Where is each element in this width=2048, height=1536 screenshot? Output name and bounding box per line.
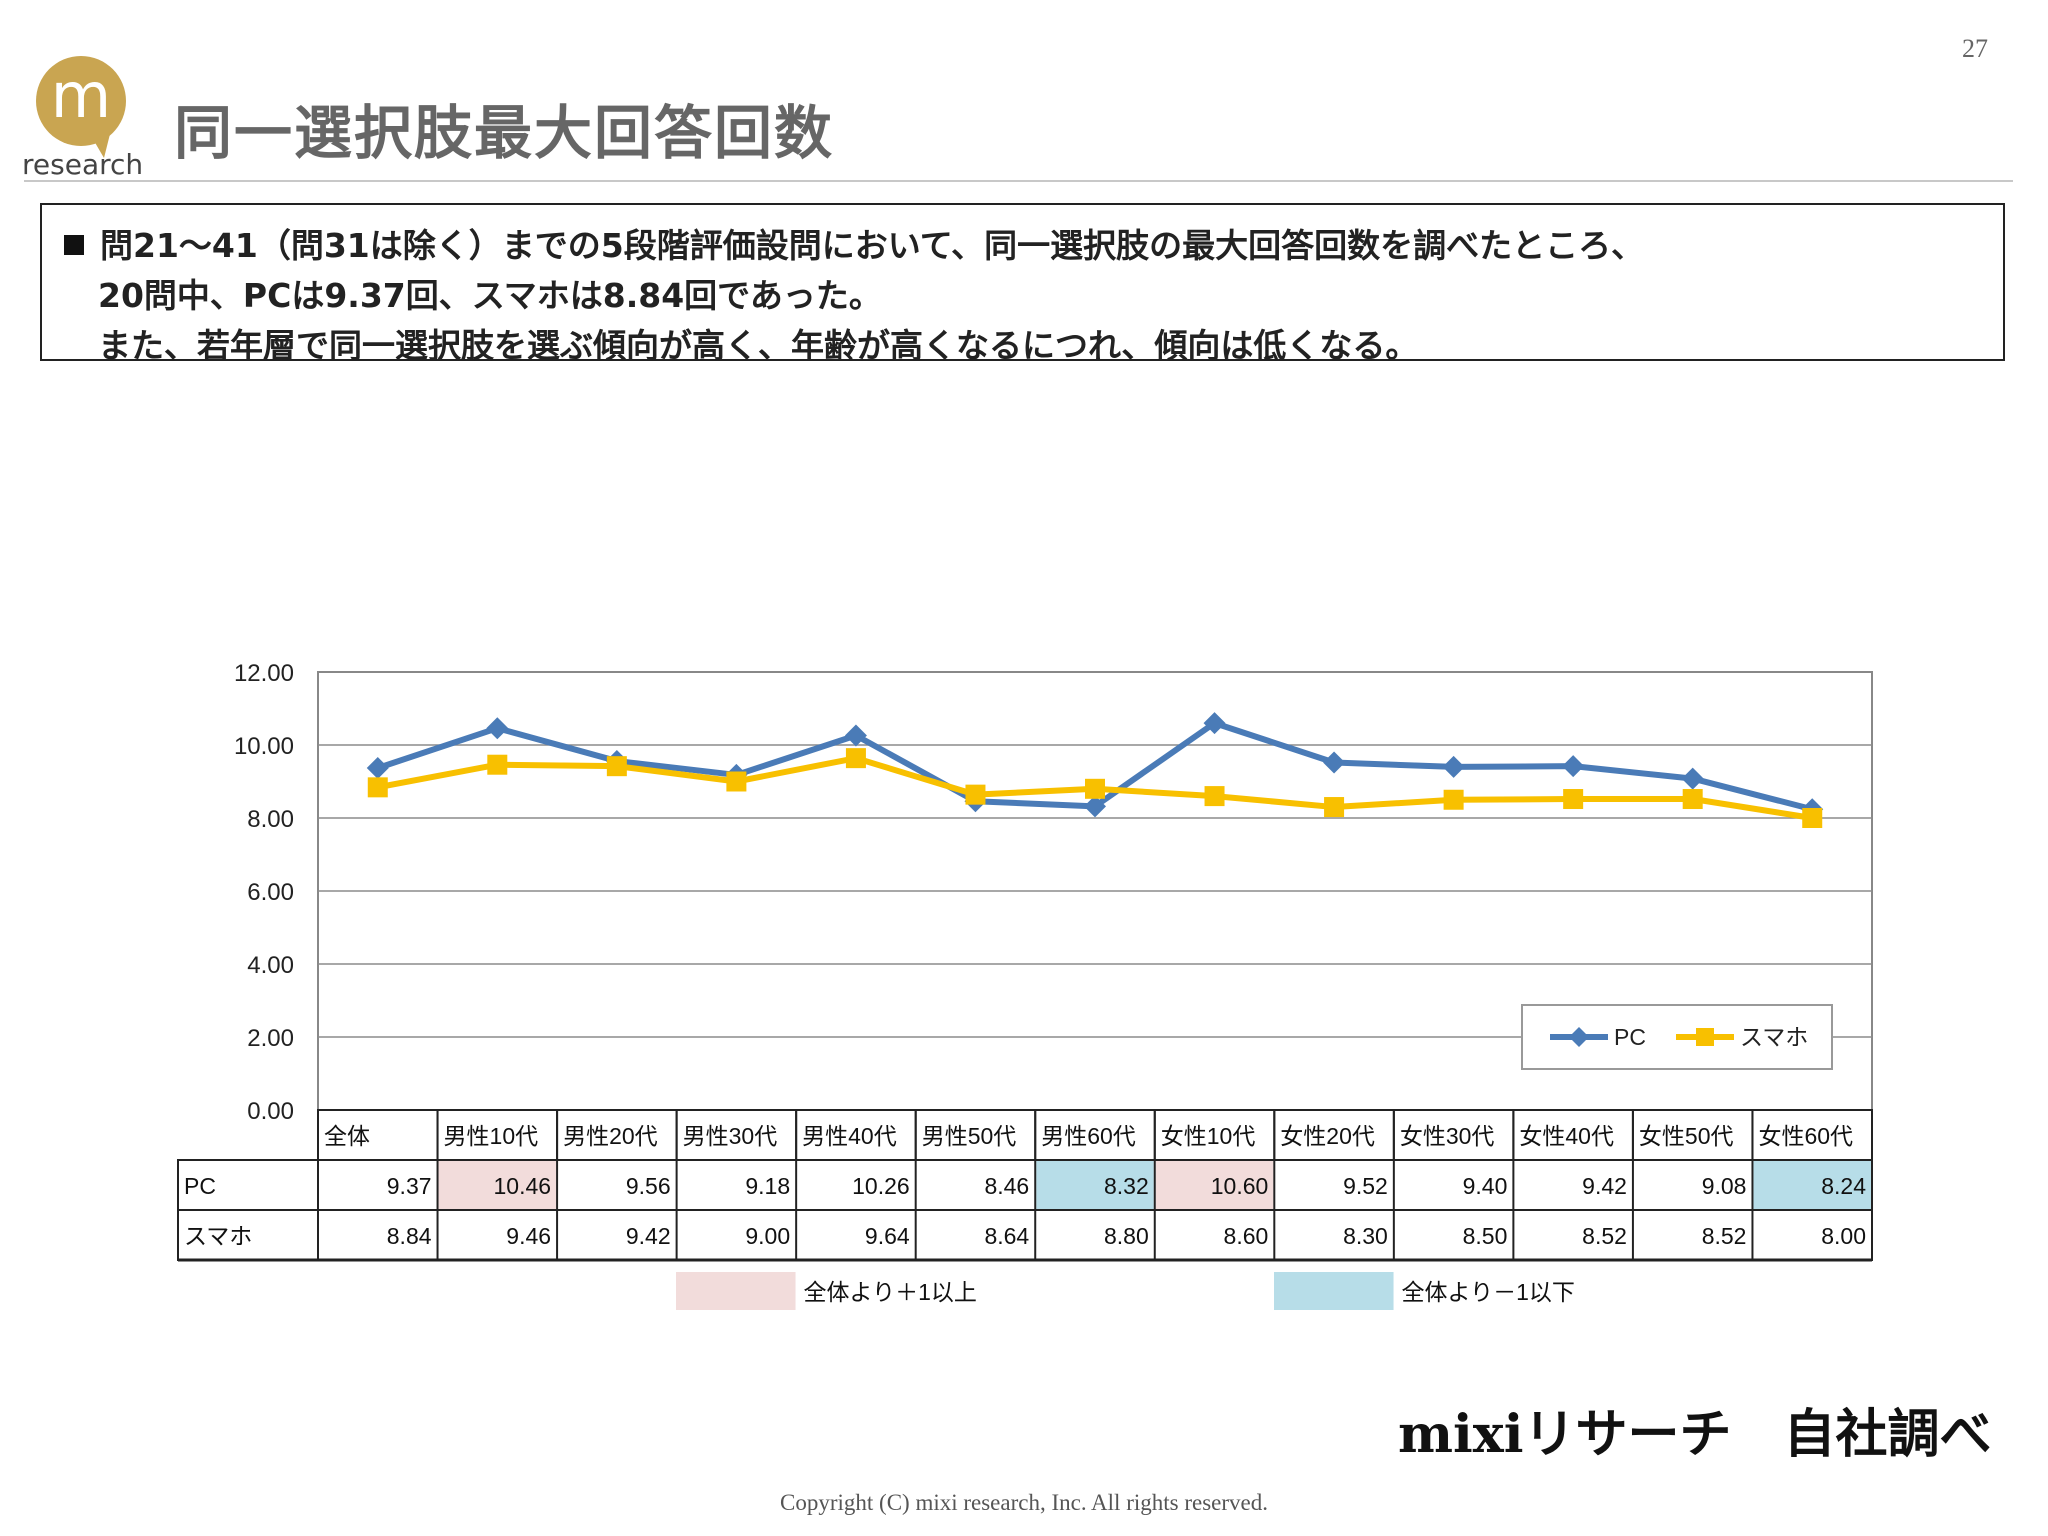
data-point-2 xyxy=(487,754,508,775)
table-value: 9.08 xyxy=(1702,1173,1747,1199)
table-value: 8.64 xyxy=(984,1223,1029,1249)
table-value: 10.26 xyxy=(852,1173,910,1199)
y-tick-label: 12.00 xyxy=(234,660,294,687)
category-label: 女性30代 xyxy=(1400,1123,1495,1149)
table-value: 10.60 xyxy=(1211,1173,1269,1199)
logo-badge: m xyxy=(36,56,126,146)
data-point-1 xyxy=(1203,712,1226,735)
table-value: 8.32 xyxy=(1104,1173,1149,1199)
table-value: 8.30 xyxy=(1343,1223,1388,1249)
category-label: 男性30代 xyxy=(683,1123,778,1149)
data-point-1 xyxy=(366,756,389,779)
data-point-2 xyxy=(726,771,747,792)
category-label: 男性40代 xyxy=(802,1123,897,1149)
logo-text: research xyxy=(22,148,144,181)
table-value: 8.60 xyxy=(1224,1223,1269,1249)
table-value: 9.42 xyxy=(626,1223,671,1249)
table-value: 8.52 xyxy=(1702,1223,1747,1249)
mixi-research-logo: m research xyxy=(20,56,143,186)
data-point-2 xyxy=(1682,789,1703,810)
legend-label: PC xyxy=(1614,1024,1646,1050)
legend-label: スマホ xyxy=(1740,1024,1808,1050)
row-label: PC xyxy=(184,1173,216,1199)
data-point-2 xyxy=(1802,808,1823,828)
y-tick-label: 8.00 xyxy=(247,806,294,833)
category-label: 女性60代 xyxy=(1758,1123,1853,1149)
table-value: 9.42 xyxy=(1582,1173,1627,1199)
category-label: 男性20代 xyxy=(563,1123,658,1149)
data-point-1 xyxy=(1442,755,1465,778)
y-tick-label: 0.00 xyxy=(247,1098,294,1125)
data-point-2 xyxy=(965,784,986,805)
y-tick-label: 10.00 xyxy=(234,733,294,760)
data-point-2 xyxy=(1563,789,1584,810)
highlight-key-swatch xyxy=(1274,1272,1394,1310)
category-label: 女性20代 xyxy=(1280,1123,1375,1149)
table-value: 8.00 xyxy=(1821,1223,1866,1249)
table-value: 9.18 xyxy=(745,1173,790,1199)
table-value: 8.80 xyxy=(1104,1223,1149,1249)
table-value: 8.46 xyxy=(984,1173,1029,1199)
table-value: 9.64 xyxy=(865,1223,910,1249)
table-value: 9.00 xyxy=(745,1223,790,1249)
y-tick-label: 6.00 xyxy=(247,879,294,906)
category-label: 男性10代 xyxy=(444,1123,539,1149)
y-tick-label: 2.00 xyxy=(247,1025,294,1052)
category-label: 女性50代 xyxy=(1639,1123,1734,1149)
table-value: 9.40 xyxy=(1463,1173,1508,1199)
highlight-key-swatch xyxy=(676,1272,796,1310)
square-bullet-icon xyxy=(64,235,84,255)
row-label: スマホ xyxy=(184,1223,252,1249)
summary-box: 問21～41（問31は除く）までの5段階評価設問において、同一選択肢の最大回答回… xyxy=(40,203,2005,365)
summary-line-2: 20問中、PCは9.37回、スマホは8.84回であった。 xyxy=(98,276,882,315)
data-point-2 xyxy=(1443,789,1464,810)
table-value: 10.46 xyxy=(494,1173,552,1199)
highlighted-cell xyxy=(438,1161,557,1209)
highlighted-cell xyxy=(1753,1161,1871,1209)
logo-badge-tail xyxy=(90,134,110,158)
highlight-key-label: 全体より＋1以上 xyxy=(804,1279,977,1305)
data-point-1 xyxy=(1681,767,1704,790)
summary-line-1: 問21～41（問31は除く）までの5段階評価設問において、同一選択肢の最大回答回… xyxy=(64,221,1981,271)
highlighted-cell xyxy=(1155,1161,1274,1209)
category-label: 女性10代 xyxy=(1161,1123,1256,1149)
data-point-2 xyxy=(1085,778,1105,799)
page-number: 27 xyxy=(1962,34,1988,63)
category-label: 全体 xyxy=(324,1123,370,1149)
table-value: 9.56 xyxy=(626,1173,671,1199)
data-point-1 xyxy=(1323,751,1346,774)
data-point-1 xyxy=(844,724,867,747)
highlight-key-label: 全体より－1以下 xyxy=(1402,1279,1575,1305)
title-divider xyxy=(24,180,2013,182)
y-tick-label: 4.00 xyxy=(247,952,294,979)
table-value: 8.84 xyxy=(387,1223,432,1249)
summary-text-1: 問21～41（問31は除く）までの5段階評価設問において、同一選択肢の最大回答回… xyxy=(100,226,1645,265)
category-label: 男性60代 xyxy=(1041,1123,1136,1149)
table-value: 8.24 xyxy=(1821,1173,1866,1199)
legend-swatch-marker xyxy=(1696,1028,1714,1046)
category-label: 男性50代 xyxy=(922,1123,1017,1149)
data-point-2 xyxy=(1204,786,1225,807)
table-value: 9.46 xyxy=(506,1223,551,1249)
table-value: 8.52 xyxy=(1582,1223,1627,1249)
page-title: 同一選択肢最大回答回数 xyxy=(174,99,835,167)
copyright: Copyright (C) mixi research, Inc. All ri… xyxy=(780,1490,1268,1515)
data-point-1 xyxy=(486,717,509,740)
summary-line-3: また、若年層で同一選択肢を選ぶ傾向が高く、年齢が高くなるにつれ、傾向は低くなる。 xyxy=(98,326,1419,365)
table-header-row xyxy=(317,1109,1873,1161)
data-point-2 xyxy=(606,756,627,777)
table-value: 9.52 xyxy=(1343,1173,1388,1199)
table-value: 8.50 xyxy=(1463,1223,1508,1249)
data-point-2 xyxy=(1324,797,1345,818)
table-value: 9.37 xyxy=(387,1173,432,1199)
category-label: 女性40代 xyxy=(1519,1123,1614,1149)
data-point-1 xyxy=(1084,795,1106,818)
highlighted-cell xyxy=(1036,1161,1154,1209)
data-point-2 xyxy=(845,748,866,769)
data-point-1 xyxy=(1562,755,1585,778)
source-note: mixiリサーチ 自社調べ xyxy=(1398,1404,1992,1465)
data-point-2 xyxy=(367,777,388,798)
legend-swatch-marker xyxy=(1569,1027,1589,1047)
